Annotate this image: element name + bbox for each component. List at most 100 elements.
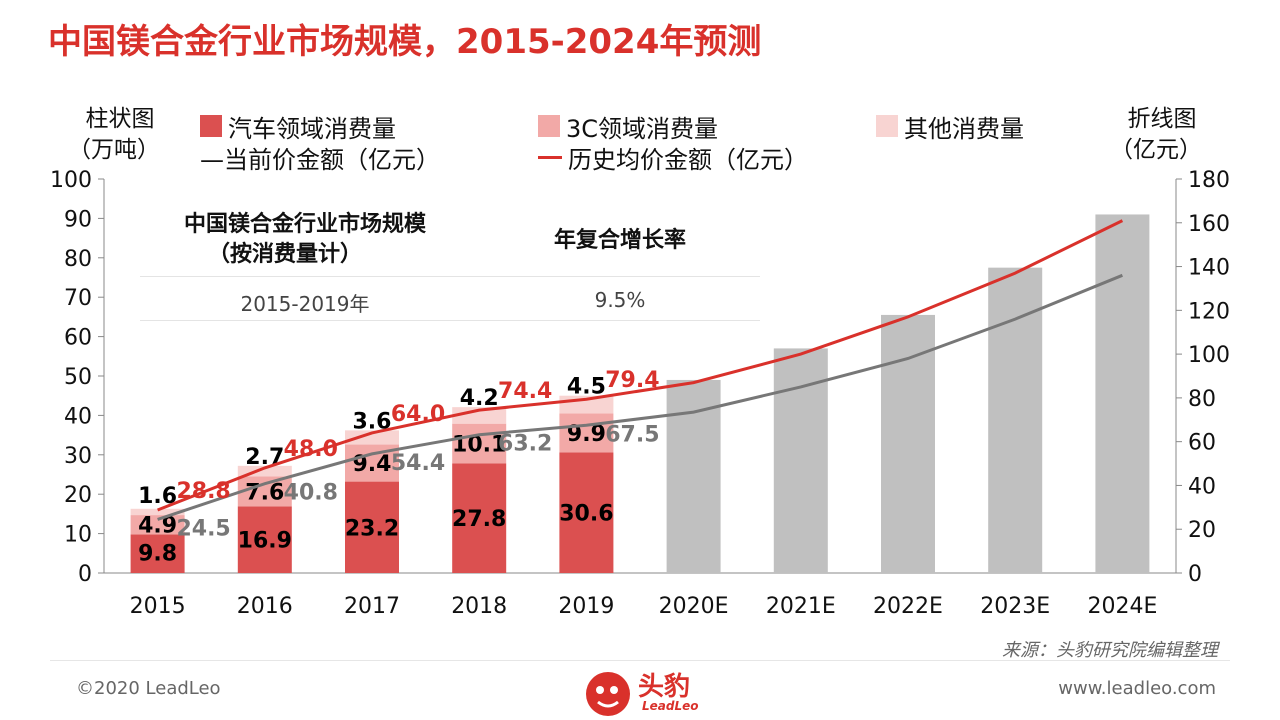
current-price-label: 40.8 bbox=[284, 481, 338, 506]
bar-3c bbox=[452, 423, 507, 464]
cagr-header-scope-line2: （按消费量计） bbox=[207, 242, 362, 267]
bar-value-label: 9.8 bbox=[138, 541, 177, 566]
legend-other: 其他消费量 bbox=[876, 111, 1024, 143]
bar-3c bbox=[559, 413, 614, 453]
bar-value-label: 4.9 bbox=[138, 513, 177, 538]
x-tick-label: 2024E bbox=[1087, 594, 1157, 619]
cagr-table: 中国镁合金行业市场规模 （按消费量计） 年复合增长率 2015-2019年 9.… bbox=[140, 206, 760, 322]
leopard-icon bbox=[586, 672, 630, 716]
cagr-header-scope-line1: 中国镁合金行业市场规模 bbox=[183, 212, 426, 237]
bar-forecast bbox=[1095, 214, 1150, 573]
copyright: ©2020 LeadLeo bbox=[76, 678, 221, 699]
right-tick-label: 100 bbox=[1188, 343, 1230, 368]
bar-other bbox=[130, 508, 185, 516]
left-tick-label: 40 bbox=[64, 404, 92, 429]
legend-auto-label: 汽车领域消费量 bbox=[228, 114, 396, 143]
bar-auto bbox=[559, 452, 614, 573]
bar-value-label: 16.9 bbox=[238, 529, 292, 554]
current-price-line bbox=[157, 273, 1123, 521]
left-tick-label: 100 bbox=[50, 168, 92, 193]
bar-value-label: 9.4 bbox=[353, 452, 392, 477]
legend-current-price-label: —当前价金额（亿元） bbox=[200, 145, 440, 174]
hist-price-label: 48.0 bbox=[284, 437, 338, 462]
hist-price-label: 79.4 bbox=[605, 368, 659, 393]
bar-forecast bbox=[988, 267, 1043, 573]
bar-auto bbox=[130, 534, 185, 573]
legend-current-price: —当前价金额（亿元） bbox=[200, 142, 440, 174]
left-tick-label: 50 bbox=[64, 365, 92, 390]
source-note: 来源：头豹研究院编辑整理 bbox=[1002, 640, 1218, 661]
right-axis-title-line1: 折线图 bbox=[1127, 106, 1197, 132]
legend-hist-price-swatch bbox=[538, 155, 562, 159]
left-tick-label: 0 bbox=[78, 562, 92, 587]
right-tick-label: 0 bbox=[1188, 562, 1202, 587]
cagr-divider bbox=[140, 276, 760, 277]
legend-other-label: 其他消费量 bbox=[904, 114, 1024, 143]
hist-price-label: 28.8 bbox=[176, 479, 230, 504]
legend-hist-price-label: 历史均价金额（亿元） bbox=[568, 145, 808, 174]
leadleo-logo: 头豹 LeadLeo bbox=[580, 664, 710, 720]
legend-hist-price: 历史均价金额（亿元） bbox=[538, 142, 808, 174]
x-tick-label: 2016 bbox=[237, 594, 293, 619]
left-tick-label: 30 bbox=[64, 444, 92, 469]
right-tick-label: 160 bbox=[1188, 212, 1230, 237]
right-tick-label: 180 bbox=[1188, 168, 1230, 193]
right-tick-label: 20 bbox=[1188, 518, 1216, 543]
current-price-label: 63.2 bbox=[498, 432, 552, 457]
right-tick-label: 40 bbox=[1188, 474, 1216, 499]
current-price-label: 24.5 bbox=[176, 516, 230, 541]
current-price-label: 54.4 bbox=[391, 451, 445, 476]
website-link[interactable]: www.leadleo.com bbox=[1058, 678, 1216, 699]
left-axis-title-line1: 柱状图 bbox=[85, 106, 155, 132]
hist-price-label: 64.0 bbox=[391, 402, 445, 427]
left-tick-label: 10 bbox=[64, 523, 92, 548]
x-tick-label: 2019 bbox=[558, 594, 614, 619]
legend-3c-swatch bbox=[538, 115, 560, 137]
cagr-header-scope: 中国镁合金行业市场规模 （按消费量计） bbox=[140, 210, 470, 270]
legend-3c: 3C领域消费量 bbox=[538, 111, 719, 143]
footer-divider bbox=[50, 660, 1230, 661]
right-tick-label: 80 bbox=[1188, 387, 1216, 412]
left-tick-label: 80 bbox=[64, 247, 92, 272]
bar-value-label: 4.2 bbox=[460, 386, 499, 411]
bar-value-label: 2.7 bbox=[245, 445, 284, 470]
left-tick-label: 90 bbox=[64, 207, 92, 232]
current-price-label: 67.5 bbox=[605, 422, 659, 447]
bar-other bbox=[452, 407, 507, 424]
cagr-period: 2015-2019年 bbox=[240, 292, 370, 316]
bar-value-label: 30.6 bbox=[559, 502, 613, 527]
bar-forecast bbox=[881, 314, 935, 573]
legend-auto-swatch bbox=[200, 115, 222, 137]
legend-3c-label: 3C领域消费量 bbox=[566, 114, 719, 143]
hist-price-line bbox=[157, 219, 1124, 512]
bar-auto bbox=[452, 463, 507, 573]
left-tick-label: 20 bbox=[64, 483, 92, 508]
bar-auto bbox=[345, 481, 399, 573]
right-axis-title: 折线图 （亿元） bbox=[1110, 104, 1202, 166]
bar-value-label: 4.5 bbox=[567, 375, 606, 400]
bar-value-label: 27.8 bbox=[452, 507, 506, 532]
bar-3c bbox=[130, 515, 185, 535]
right-tick-label: 140 bbox=[1188, 256, 1230, 281]
bar-value-label: 23.2 bbox=[345, 516, 399, 541]
x-tick-label: 2023E bbox=[980, 594, 1050, 619]
x-tick-label: 2022E bbox=[873, 594, 943, 619]
right-tick-label: 60 bbox=[1188, 431, 1216, 456]
left-axis-title: 柱状图 （万吨） bbox=[68, 104, 160, 166]
x-tick-label: 2018 bbox=[451, 594, 507, 619]
bar-other bbox=[237, 465, 292, 477]
cagr-bottom-rule bbox=[140, 320, 760, 321]
legend-other-swatch bbox=[876, 115, 898, 137]
hist-price-label: 74.4 bbox=[498, 379, 552, 404]
right-tick-label: 120 bbox=[1188, 299, 1230, 324]
right-axis-title-line2: （亿元） bbox=[1110, 137, 1202, 163]
left-tick-label: 60 bbox=[64, 326, 92, 351]
bar-3c bbox=[237, 476, 292, 507]
bar-auto bbox=[237, 506, 292, 573]
bar-other bbox=[345, 430, 399, 445]
left-axis-title-line2: （万吨） bbox=[68, 137, 160, 163]
x-tick-label: 2021E bbox=[766, 594, 836, 619]
x-tick-label: 2015 bbox=[130, 594, 186, 619]
logo-sub: LeadLeo bbox=[642, 699, 699, 713]
